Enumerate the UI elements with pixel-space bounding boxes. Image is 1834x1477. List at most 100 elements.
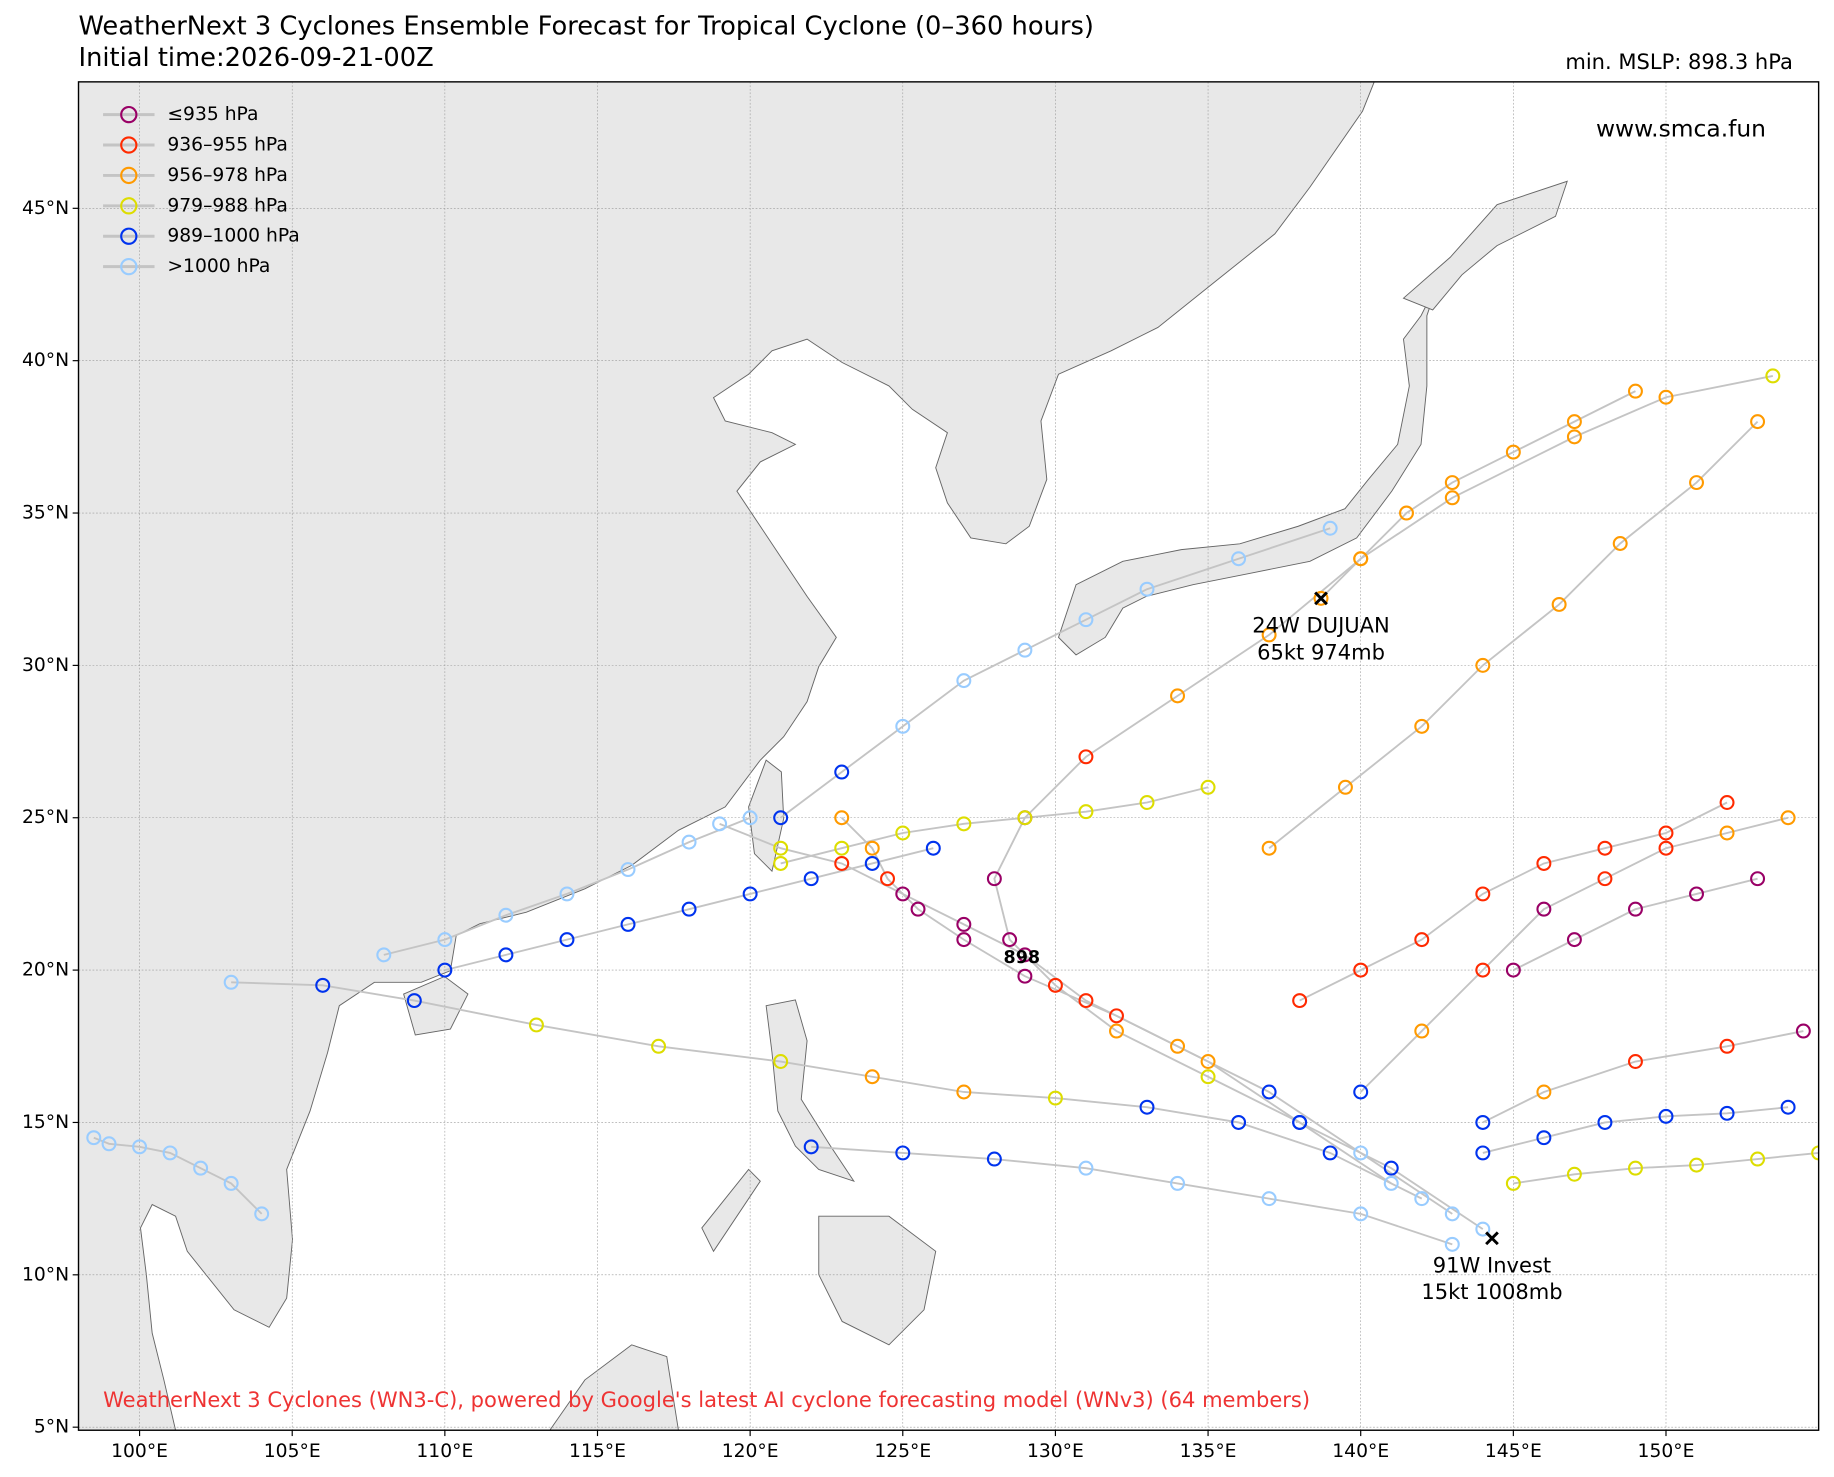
track-point: [223, 974, 239, 990]
track-point: [834, 855, 850, 871]
footer: WeatherNext 3 Cyclones (WN3-C), powered …: [103, 1387, 1310, 1412]
y-tick-label: 15°N: [22, 1112, 69, 1133]
track-point: [1627, 1160, 1643, 1176]
track-point: [498, 907, 514, 923]
track-point: [910, 901, 926, 917]
x-tick-label: 140°E: [1332, 1441, 1389, 1462]
track-point: [803, 871, 819, 887]
title: WeatherNext 3 Cyclones Ensemble Forecast…: [79, 11, 1094, 41]
y-tick-label: 30°N: [22, 655, 69, 676]
track-point: [773, 1054, 789, 1070]
legend-label: 936–955 hPa: [167, 135, 287, 156]
track-point: [1078, 612, 1094, 628]
legend-marker: [120, 257, 138, 276]
track-point: [559, 932, 575, 948]
track-point: [834, 764, 850, 780]
track-point: [1139, 581, 1155, 597]
track-point: [1475, 962, 1491, 978]
track-point: [1750, 414, 1766, 430]
legend-marker: [120, 105, 138, 124]
track-point: [1261, 1191, 1277, 1207]
track-point: [559, 886, 575, 902]
track-point: [376, 947, 392, 963]
track-point: [1765, 368, 1781, 384]
track-point: [1292, 993, 1308, 1009]
track-line: [1482, 1106, 1789, 1154]
track-point: [1108, 1023, 1124, 1039]
track-line: [841, 817, 1392, 1185]
track-point: [1536, 1130, 1552, 1146]
track-point: [1597, 840, 1613, 856]
track-point: [1139, 795, 1155, 810]
legend-marker: [120, 197, 138, 215]
track-point: [1566, 414, 1582, 430]
track-point: [193, 1160, 209, 1176]
track-point: [1414, 1191, 1430, 1207]
track-point: [956, 673, 972, 689]
track-line: [780, 786, 1209, 865]
track-point: [956, 932, 972, 948]
x-tick-label: 100°E: [111, 1441, 168, 1462]
track-point: [803, 1139, 819, 1155]
track-point: [1689, 886, 1705, 902]
track-point: [925, 840, 941, 856]
track-point: [1170, 1038, 1186, 1054]
track-point: [1566, 1166, 1582, 1182]
min-pressure-label: 898: [1004, 948, 1041, 968]
track-point: [651, 1038, 667, 1054]
track-line: [1360, 816, 1789, 1093]
track-point: [162, 1145, 178, 1161]
track-point: [864, 840, 880, 856]
track-point: [1750, 1151, 1766, 1167]
track-point: [1313, 590, 1329, 606]
track-point: [132, 1139, 148, 1155]
track-point: [895, 1145, 911, 1161]
track-point: [773, 840, 789, 856]
y-tick-label: 20°N: [22, 960, 69, 981]
track-point: [1811, 1145, 1819, 1161]
track-point: [1612, 536, 1628, 551]
legend-label: 989–1000 hPa: [167, 226, 299, 247]
track-point: [895, 718, 911, 734]
track-point: [254, 1206, 270, 1222]
track-point: [1017, 642, 1033, 658]
track-point: [1597, 1114, 1613, 1130]
storm-name: 24W DUJUAN: [1252, 612, 1390, 637]
track-line: [811, 1145, 1453, 1246]
track-point: [1536, 901, 1552, 917]
track-line: [231, 981, 1423, 1200]
track-point: [406, 993, 422, 1009]
track-point: [712, 816, 728, 832]
track-point: [1170, 1175, 1186, 1191]
y-tick-label: 45°N: [22, 198, 69, 219]
track-point: [1505, 1175, 1521, 1191]
track-point: [834, 810, 850, 826]
track-point: [498, 947, 514, 963]
track-point: [1719, 1038, 1735, 1054]
min-mslp: min. MSLP: 898.3 hPa: [1565, 49, 1793, 74]
track-line: [1268, 420, 1759, 849]
x-tick-label: 105°E: [264, 1441, 321, 1462]
frame: [77, 81, 1820, 1431]
track-point: [1627, 901, 1643, 917]
track-point: [1353, 962, 1369, 978]
storm-name: 91W Invest: [1433, 1252, 1551, 1277]
legend-label: >1000 hPa: [167, 256, 270, 277]
track-point: [1444, 1206, 1460, 1222]
track-point: [880, 871, 896, 887]
track-point: [1719, 795, 1735, 810]
storm-position: [1314, 591, 1328, 606]
track-point: [773, 855, 789, 871]
track-point: [1017, 968, 1033, 984]
track-point: [1475, 1114, 1491, 1130]
y-tick-label: 40°N: [22, 350, 69, 371]
track-point: [1658, 1108, 1674, 1124]
track-point: [681, 834, 697, 850]
track-point: [1505, 962, 1521, 978]
track-point: [1780, 810, 1796, 826]
track-point: [1292, 1114, 1308, 1130]
track-point: [1261, 840, 1277, 856]
track-point: [1322, 520, 1338, 536]
x-tick-label: 135°E: [1180, 1441, 1237, 1462]
track-line: [1482, 1030, 1804, 1124]
